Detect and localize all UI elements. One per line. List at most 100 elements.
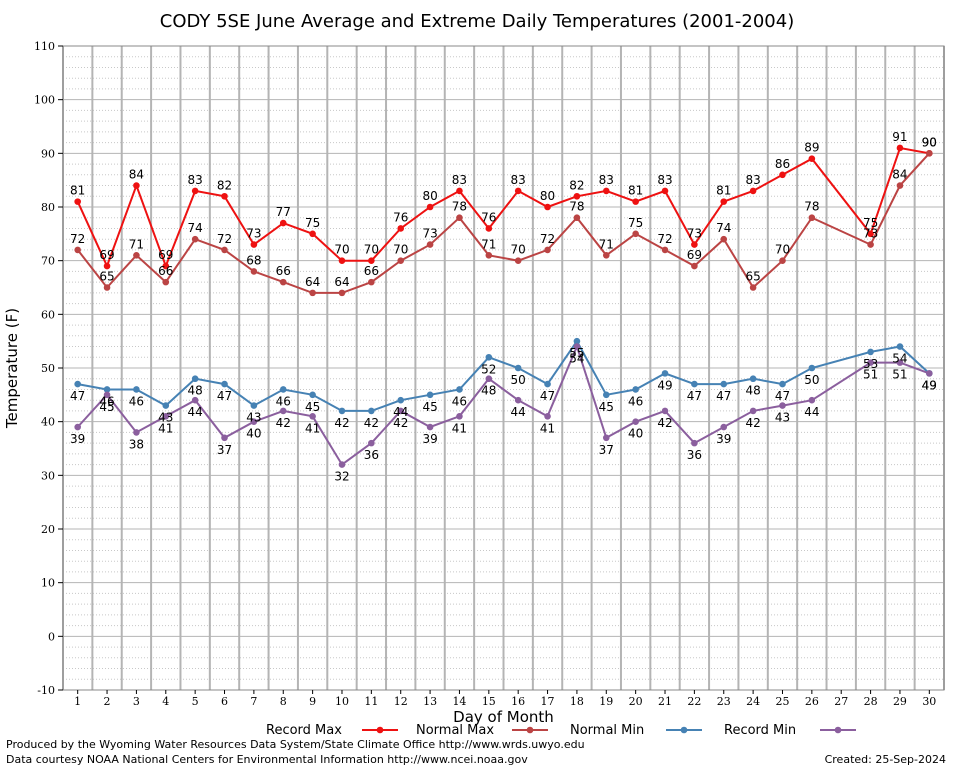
x-tick-label: 8 [280,695,287,708]
normal-max-point [221,246,228,254]
normal-min-point [74,380,81,388]
record-max-point [691,241,698,248]
normal-max-data-label: 84 [892,168,907,182]
x-tick-label: 12 [394,695,408,708]
normal-max-data-label: 72 [70,232,85,246]
footer-courtesy: Data courtesy NOAA National Centers for … [6,753,528,766]
record-max-data-label: 82 [569,178,584,192]
record-min-data-label: 44 [188,405,203,419]
normal-min-point [191,375,199,383]
normal-max-point [691,262,698,270]
y-tick-label: 90 [41,147,55,160]
normal-min-point [720,380,728,388]
x-tick-label: 28 [864,695,878,708]
record-max-data-label: 80 [540,189,555,203]
x-tick-label: 16 [511,695,525,708]
y-tick-label: 60 [41,308,55,321]
normal-min-data-label: 48 [188,384,203,398]
record-min-point [221,434,228,442]
record-max-data-label: 89 [804,141,819,155]
normal-min-point [221,380,228,388]
x-tick-label: 1 [74,695,81,708]
normal-max-point [309,289,316,297]
record-max-data-label: 83 [188,173,203,187]
record-max-data-label: 75 [863,216,878,230]
normal-max-data-label: 70 [511,243,526,257]
normal-min-point [279,386,287,393]
x-tick-label: 10 [335,695,349,708]
record-max-data-label: 69 [158,248,173,262]
record-max-point [896,144,904,152]
record-max-data-label: 69 [99,248,114,262]
normal-min-point [867,348,874,356]
record-max-point [191,187,199,195]
normal-max-data-label: 71 [481,237,496,251]
y-tick-label: 30 [41,469,55,482]
normal-max-point [250,268,258,275]
record-min-point [485,375,493,383]
normal-min-point [162,402,170,409]
normal-min-point [896,343,904,350]
normal-min-point [368,407,375,415]
normal-max-point [397,257,405,264]
normal-max-point [573,214,581,222]
record-max-data-label: 73 [246,227,261,241]
x-tick-label: 11 [364,695,378,708]
record-min-point [514,396,522,404]
record-max-point [867,230,874,238]
x-tick-label: 18 [570,695,584,708]
record-max-point [749,187,757,195]
record-min-data-label: 43 [775,411,790,425]
normal-min-data-label: 48 [745,384,760,398]
x-tick-label: 3 [133,695,140,708]
x-tick-label: 21 [658,695,672,708]
x-tick-label: 20 [629,695,643,708]
normal-max-data-label: 70 [393,243,408,257]
normal-max-point [867,241,874,248]
record-max-point [162,262,170,270]
record-max-point [338,257,346,264]
record-max-point [103,262,111,270]
x-tick-label: 9 [309,695,316,708]
chart-title: CODY 5SE June Average and Extreme Daily … [160,11,794,32]
normal-max-point [661,246,669,254]
normal-max-data-label: 71 [599,237,614,251]
normal-max-point [720,235,728,243]
record-max-data-label: 76 [481,210,496,224]
record-min-data-label: 39 [422,432,437,446]
normal-min-data-label: 43 [158,411,173,425]
y-tick-label: 0 [48,630,55,643]
record-min-point [720,423,728,431]
record-min-data-label: 42 [393,416,408,430]
normal-min-point [808,364,816,372]
normal-max-point [485,252,493,259]
footer-created: Created: 25-Sep-2024 [824,753,946,766]
record-max-point [808,155,816,162]
record-max-point [485,225,493,232]
x-tick-label: 2 [104,695,111,708]
normal-min-point [338,407,346,415]
legend-marker-record-max [376,726,384,734]
normal-max-point [426,241,434,248]
x-tick-label: 27 [834,695,848,708]
normal-max-point [779,257,786,264]
record-min-point [191,396,199,404]
record-max-point [279,219,287,227]
normal-min-data-label: 46 [99,394,114,408]
record-min-point [74,423,81,431]
x-tick-label: 24 [746,695,760,708]
record-min-point [103,391,111,399]
record-min-data-label: 44 [511,405,526,419]
record-min-data-label: 39 [70,432,85,446]
record-min-data-label: 42 [276,416,291,430]
legend-marker-record-min [834,726,842,734]
normal-min-data-label: 47 [540,389,555,403]
x-tick-label: 30 [922,695,936,708]
record-max-data-label: 70 [364,243,379,257]
normal-min-point [250,402,258,409]
normal-min-point [103,386,111,393]
normal-max-point [338,289,346,297]
record-max-point [661,187,669,195]
record-max-data-label: 83 [657,173,672,187]
